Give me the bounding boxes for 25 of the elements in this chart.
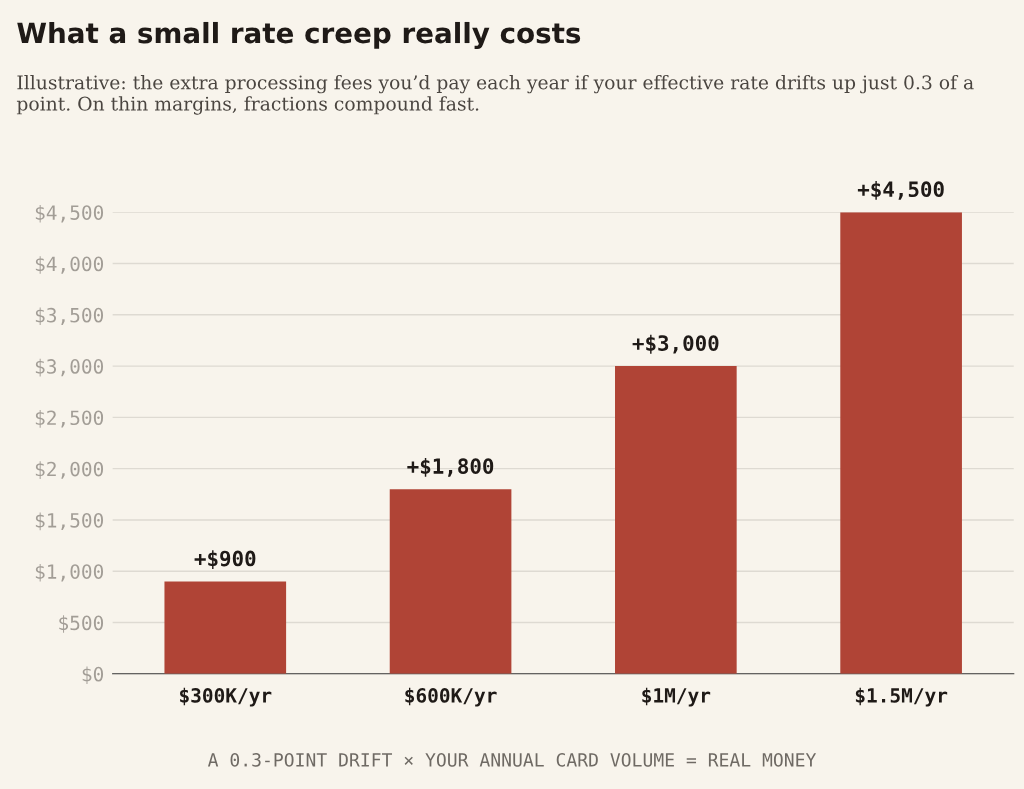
data-label: +$900 — [194, 550, 256, 570]
x-tick-label: $600K/yr — [405, 687, 497, 707]
y-tick-label: $2,000 — [35, 461, 104, 479]
y-tick-label: $500 — [59, 615, 104, 633]
bar — [164, 581, 287, 674]
y-tick-label: $1,500 — [35, 512, 104, 531]
chart-title: What a small rate creep really costs — [17, 21, 581, 50]
x-tick-label: $1.5M/yr — [855, 687, 948, 707]
data-label: +$3,000 — [632, 334, 719, 354]
chart-subtitle: Illustrative: the extra processing fees you’d pay each year if your effective rate drifts up just 0.3 of a point. On thin margins, fractions compound fast. — [16, 74, 974, 115]
y-tick-label: $4,000 — [35, 256, 104, 274]
text: A 0.3-POINT DRIFT × YOUR ANNUAL CARD VOLUME = REAL MONEY — [207, 753, 817, 767]
x-tick-label: $300K/yr — [180, 687, 272, 707]
x-tick-label: $1M/yr — [642, 687, 711, 707]
bar — [615, 366, 737, 674]
y-tick-label: $3,500 — [35, 307, 104, 326]
y-tick-label: $2,500 — [35, 410, 104, 428]
y-tick-label: $1,000 — [35, 563, 104, 582]
y-tick-label: $4,500 — [35, 204, 104, 223]
y-tick-label: $3,000 — [35, 358, 104, 377]
bar — [389, 489, 512, 674]
y-tick-label: $0 — [82, 666, 104, 685]
data-label: +$4,500 — [857, 180, 944, 200]
data-label: +$1,800 — [407, 457, 494, 477]
bar — [840, 212, 962, 674]
